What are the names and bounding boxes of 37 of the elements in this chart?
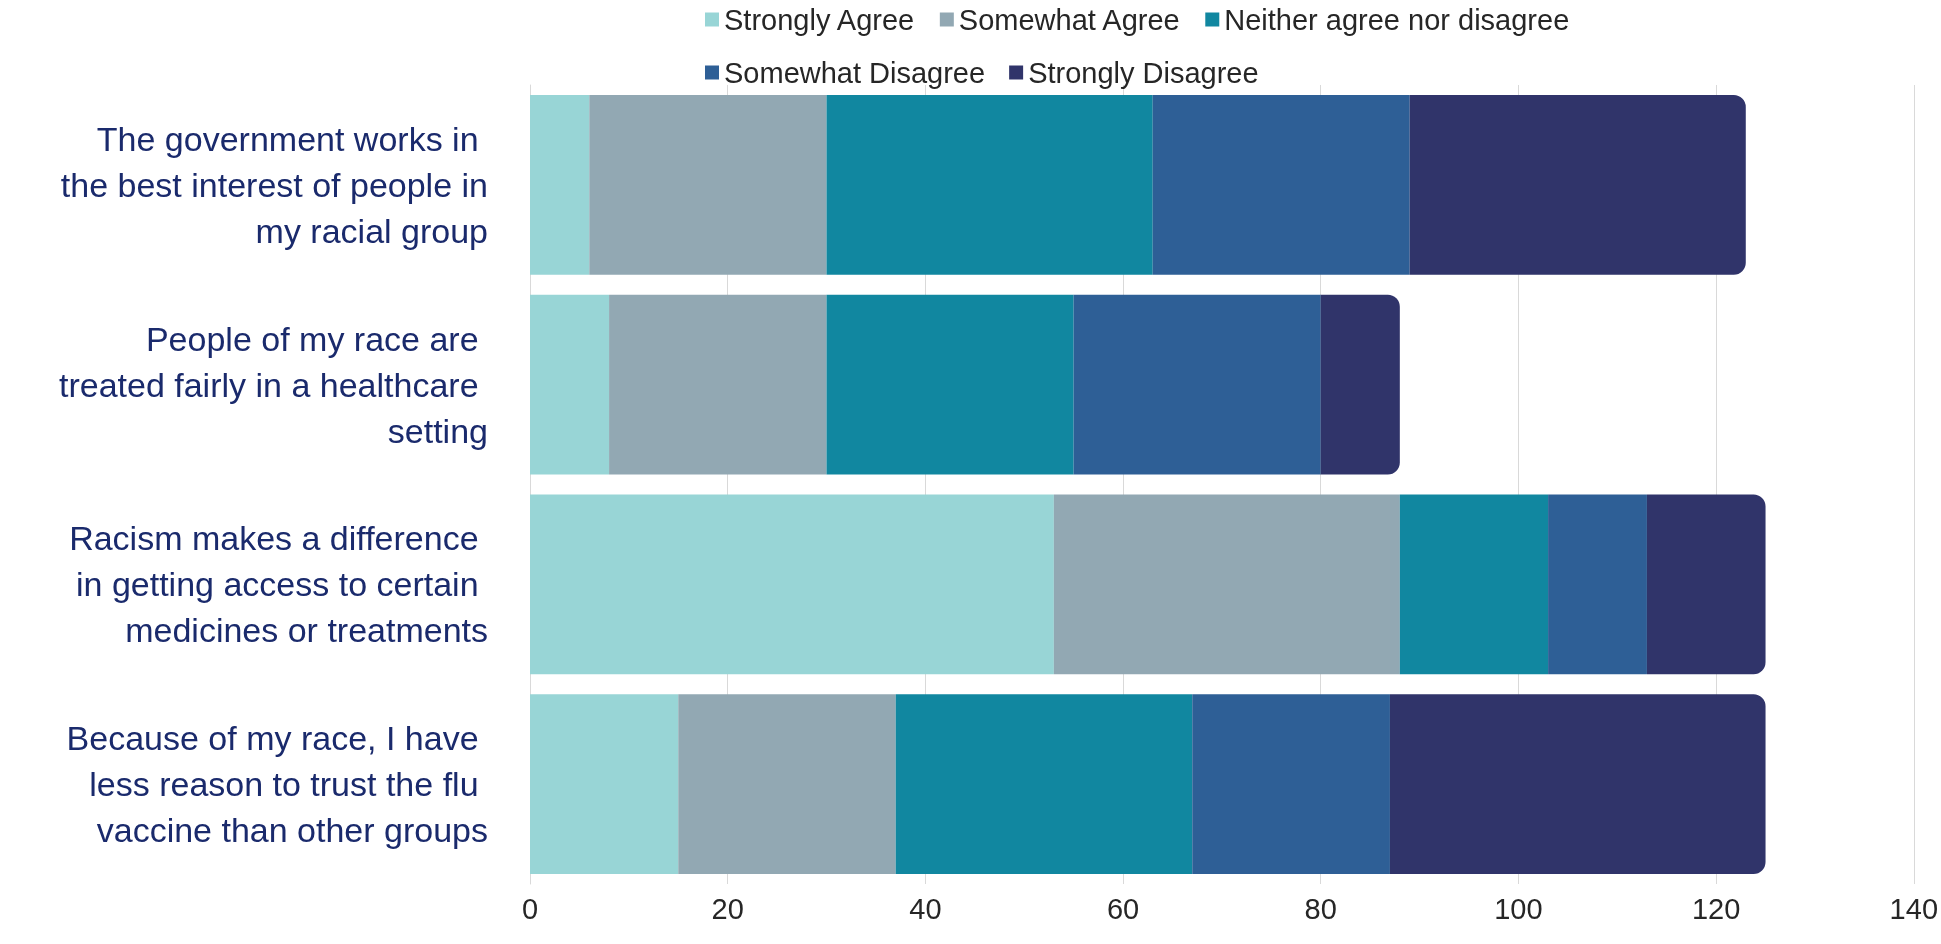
y-tick-label: Racism makes a difference in getting access to certain medicines or treatments xyxy=(69,519,488,650)
bar xyxy=(1409,94,1746,275)
bar xyxy=(530,294,610,475)
bar xyxy=(678,694,896,875)
bar xyxy=(1646,494,1766,675)
bar xyxy=(530,494,1054,675)
legend-label: Neither agree nor disagree xyxy=(1224,3,1570,36)
bar xyxy=(826,294,1074,475)
bar xyxy=(530,694,679,875)
bar xyxy=(1053,494,1400,675)
bar xyxy=(1152,94,1410,275)
x-tick-label: 120 xyxy=(1691,892,1741,925)
legend-label: Strongly Agree xyxy=(724,3,915,36)
legend-label: Somewhat Disagree xyxy=(724,56,986,89)
y-tick-label: The government works in the best interest of people in my racial group xyxy=(60,119,488,250)
bar xyxy=(1399,494,1549,675)
x-tick-label: 140 xyxy=(1889,892,1938,925)
y-tick-label: Because of my race, I have less reason to trust the flu vaccine than other groups xyxy=(66,719,488,850)
x-tick-label: 20 xyxy=(711,892,744,925)
y-tick-label: People of my race are treated fairly in a healthcare setting xyxy=(58,319,488,450)
bar xyxy=(895,694,1193,875)
legend-label: Strongly Disagree xyxy=(1028,56,1259,89)
bar xyxy=(1073,294,1321,475)
x-tick-label: 0 xyxy=(521,892,539,925)
bar xyxy=(1320,294,1400,475)
bar xyxy=(826,94,1153,275)
bar xyxy=(1389,694,1766,875)
bar xyxy=(609,294,827,475)
bar xyxy=(530,94,590,275)
x-tick-label: 60 xyxy=(1106,892,1140,925)
x-tick-label: 80 xyxy=(1304,892,1337,925)
legend-label: Somewhat Agree xyxy=(958,3,1180,36)
x-tick-label: 100 xyxy=(1494,892,1543,925)
x-tick-label: 40 xyxy=(909,892,942,925)
bar xyxy=(589,94,827,275)
bar xyxy=(1548,494,1647,675)
bar xyxy=(1192,694,1390,875)
